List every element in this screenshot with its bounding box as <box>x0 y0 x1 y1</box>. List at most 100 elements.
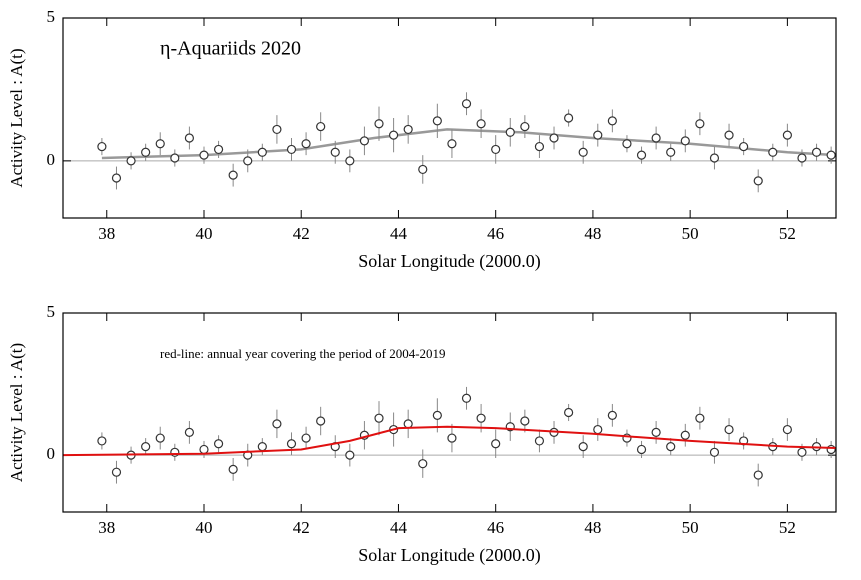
data-point <box>549 133 559 143</box>
data-point <box>213 439 224 449</box>
data-point <box>724 130 734 140</box>
data-point <box>607 116 617 126</box>
data-point <box>651 133 661 143</box>
data-point <box>126 156 136 166</box>
data-point <box>213 144 224 155</box>
data-point <box>826 444 836 455</box>
data-point <box>768 147 778 157</box>
data-point <box>374 119 384 129</box>
x-tick-label: 44 <box>390 224 408 243</box>
data-point <box>170 447 180 457</box>
data-point <box>636 150 647 160</box>
data-point <box>141 147 151 157</box>
plot-frame <box>62 312 837 513</box>
data-point <box>724 424 734 435</box>
x-tick-label: 46 <box>487 224 504 243</box>
x-tick-label: 48 <box>584 518 601 537</box>
data-point <box>184 427 195 437</box>
y-axis-label: Activity Level : A(t) <box>7 48 26 187</box>
data-point <box>607 410 617 420</box>
data-point <box>403 419 413 429</box>
data-point <box>651 427 661 437</box>
data-point <box>695 119 705 129</box>
data-point <box>257 442 267 452</box>
data-point <box>564 113 574 123</box>
data-point <box>301 139 311 149</box>
x-tick-label: 42 <box>293 518 310 537</box>
data-point <box>403 124 413 135</box>
data-point <box>141 442 151 452</box>
data-point <box>753 176 763 186</box>
data-point <box>330 147 340 157</box>
annotation: red-line: annual year covering the perio… <box>160 346 446 361</box>
data-point <box>316 121 326 132</box>
x-tick-label: 40 <box>195 518 212 537</box>
data-point <box>374 413 384 423</box>
data-point <box>301 433 311 443</box>
x-tick-label: 50 <box>682 224 699 243</box>
data-point <box>797 447 807 457</box>
x-tick-label: 46 <box>487 518 504 537</box>
data-point <box>476 413 486 423</box>
y-tick-label: 0 <box>47 150 56 169</box>
y-tick-label: 5 <box>47 7 56 26</box>
data-point <box>782 130 792 140</box>
data-point <box>316 416 326 426</box>
data-point <box>461 393 472 403</box>
data-point <box>666 147 676 157</box>
trend-line <box>62 425 837 457</box>
data-point <box>476 119 486 129</box>
data-point <box>388 130 399 140</box>
data-point <box>797 153 807 163</box>
y-axis-label: Activity Level : A(t) <box>7 343 26 482</box>
x-axis-label: Solar Longitude (2000.0) <box>358 545 540 566</box>
plot-frame <box>62 17 837 219</box>
data-point <box>680 430 690 440</box>
data-point <box>520 121 530 132</box>
data-point <box>534 141 545 152</box>
data-point <box>622 139 632 149</box>
x-tick-label: 52 <box>779 518 796 537</box>
data-point <box>345 156 355 166</box>
data-point <box>155 433 165 443</box>
data-point <box>432 410 442 420</box>
data-point <box>709 447 720 457</box>
data-point <box>418 164 428 175</box>
data-point <box>97 141 107 152</box>
data-point <box>243 156 253 166</box>
data-point <box>505 127 515 137</box>
data-point <box>578 442 588 452</box>
data-point <box>680 136 690 146</box>
data-point <box>199 150 209 160</box>
data-point <box>564 407 574 418</box>
data-point <box>782 424 792 435</box>
data-point <box>286 439 297 449</box>
data-point <box>739 141 749 152</box>
data-point <box>418 459 428 469</box>
data-point <box>826 150 836 160</box>
annotation: η-Aquariids 2020 <box>160 38 301 60</box>
data-point <box>491 144 501 155</box>
data-point <box>491 439 501 449</box>
data-point <box>111 467 122 477</box>
y-tick-label: 0 <box>47 444 56 463</box>
data-point <box>170 153 180 163</box>
data-point <box>228 170 238 180</box>
data-point <box>578 147 588 157</box>
data-point <box>447 433 457 443</box>
data-point <box>520 416 530 426</box>
data-point <box>695 413 705 423</box>
x-tick-label: 52 <box>779 224 796 243</box>
data-point <box>753 470 763 480</box>
data-point <box>272 124 282 135</box>
data-point <box>447 139 457 149</box>
data-point <box>286 144 297 155</box>
data-point <box>97 436 107 446</box>
data-point <box>593 130 603 140</box>
data-point <box>199 444 209 455</box>
x-tick-label: 38 <box>98 518 115 537</box>
x-tick-label: 50 <box>682 518 699 537</box>
y-tick-label: 5 <box>47 302 56 321</box>
data-point <box>593 424 603 435</box>
